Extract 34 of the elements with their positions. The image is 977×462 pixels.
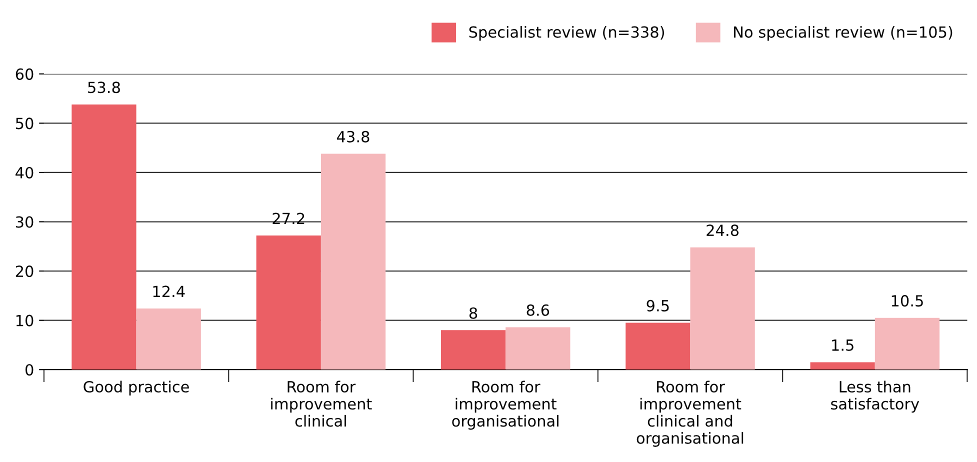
- bar: [626, 322, 690, 370]
- x-tick-label: Good practice: [84, 380, 189, 396]
- x-tick-label: Room for improvement organisational: [452, 380, 558, 430]
- data-label: 10.5: [892, 295, 923, 307]
- y-tick-label: 60: [16, 68, 34, 80]
- y-tick-label: 20: [16, 266, 34, 278]
- bar: [256, 236, 321, 370]
- data-label: 24.8: [706, 224, 739, 236]
- y-tick-label: 10: [16, 314, 34, 326]
- data-label: 1.5: [832, 340, 854, 351]
- bar: [72, 104, 136, 370]
- x-tick-label: Room for improvement clinical: [271, 380, 372, 427]
- y-tick-label: 0: [26, 364, 34, 376]
- bar: [136, 308, 201, 370]
- legend-label: No specialist review (n=105): [734, 26, 952, 41]
- bar: [874, 318, 940, 370]
- y-tick-label: 50: [16, 118, 34, 130]
- bar: [810, 362, 875, 370]
- y-tick-label: 40: [16, 166, 34, 178]
- data-label: 8.6: [526, 304, 550, 316]
- x-tick-label: Less than satisfactory: [831, 380, 920, 413]
- x-tick-label: Room for improvement clinical and organisational: [636, 380, 744, 447]
- data-label: 8: [469, 307, 478, 319]
- legend-label: Specialist review (n=338): [469, 26, 664, 41]
- data-label: 27.2: [272, 212, 304, 224]
- bar: [690, 247, 755, 370]
- data-label: 43.8: [336, 130, 370, 142]
- bar: [440, 330, 506, 370]
- y-tick-label: 30: [16, 216, 34, 228]
- bar: [506, 327, 570, 370]
- bar: [320, 154, 386, 370]
- data-label: 12.4: [153, 286, 185, 297]
- data-label: 9.5: [646, 300, 669, 312]
- data-label: 53.8: [88, 82, 120, 94]
